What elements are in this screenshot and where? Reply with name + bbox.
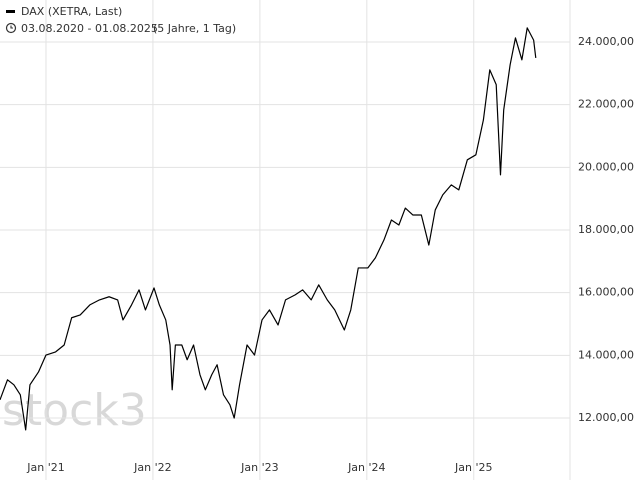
y-tick-label: 14.000,00 [578,348,634,361]
clock-icon [5,22,17,34]
x-tick-label: Jan '25 [454,461,492,474]
y-tick-label: 22.000,00 [578,98,634,111]
y-tick-label: 20.000,00 [578,160,634,173]
subtitle-note: (5 Jahre, 1 Tag) [153,22,236,35]
y-tick-label: 16.000,00 [578,286,634,299]
watermark: stock3 [2,385,147,436]
grid [0,0,571,480]
subtitle: 03.08.2020 - 01.08.2025 [21,22,158,35]
legend-label: DAX (XETRA, Last) [21,5,122,18]
legend-swatch [6,10,15,13]
y-tick-label: 24.000,00 [578,35,634,48]
x-tick-label: Jan '22 [133,461,171,474]
price-line [0,27,537,431]
x-tick-label: Jan '24 [347,461,385,474]
y-tick-label: 12.000,00 [578,411,634,424]
clock-hands [10,25,13,29]
x-tick-label: Jan '21 [26,461,64,474]
y-tick-label: 18.000,00 [578,223,634,236]
x-tick-label: Jan '23 [240,461,278,474]
